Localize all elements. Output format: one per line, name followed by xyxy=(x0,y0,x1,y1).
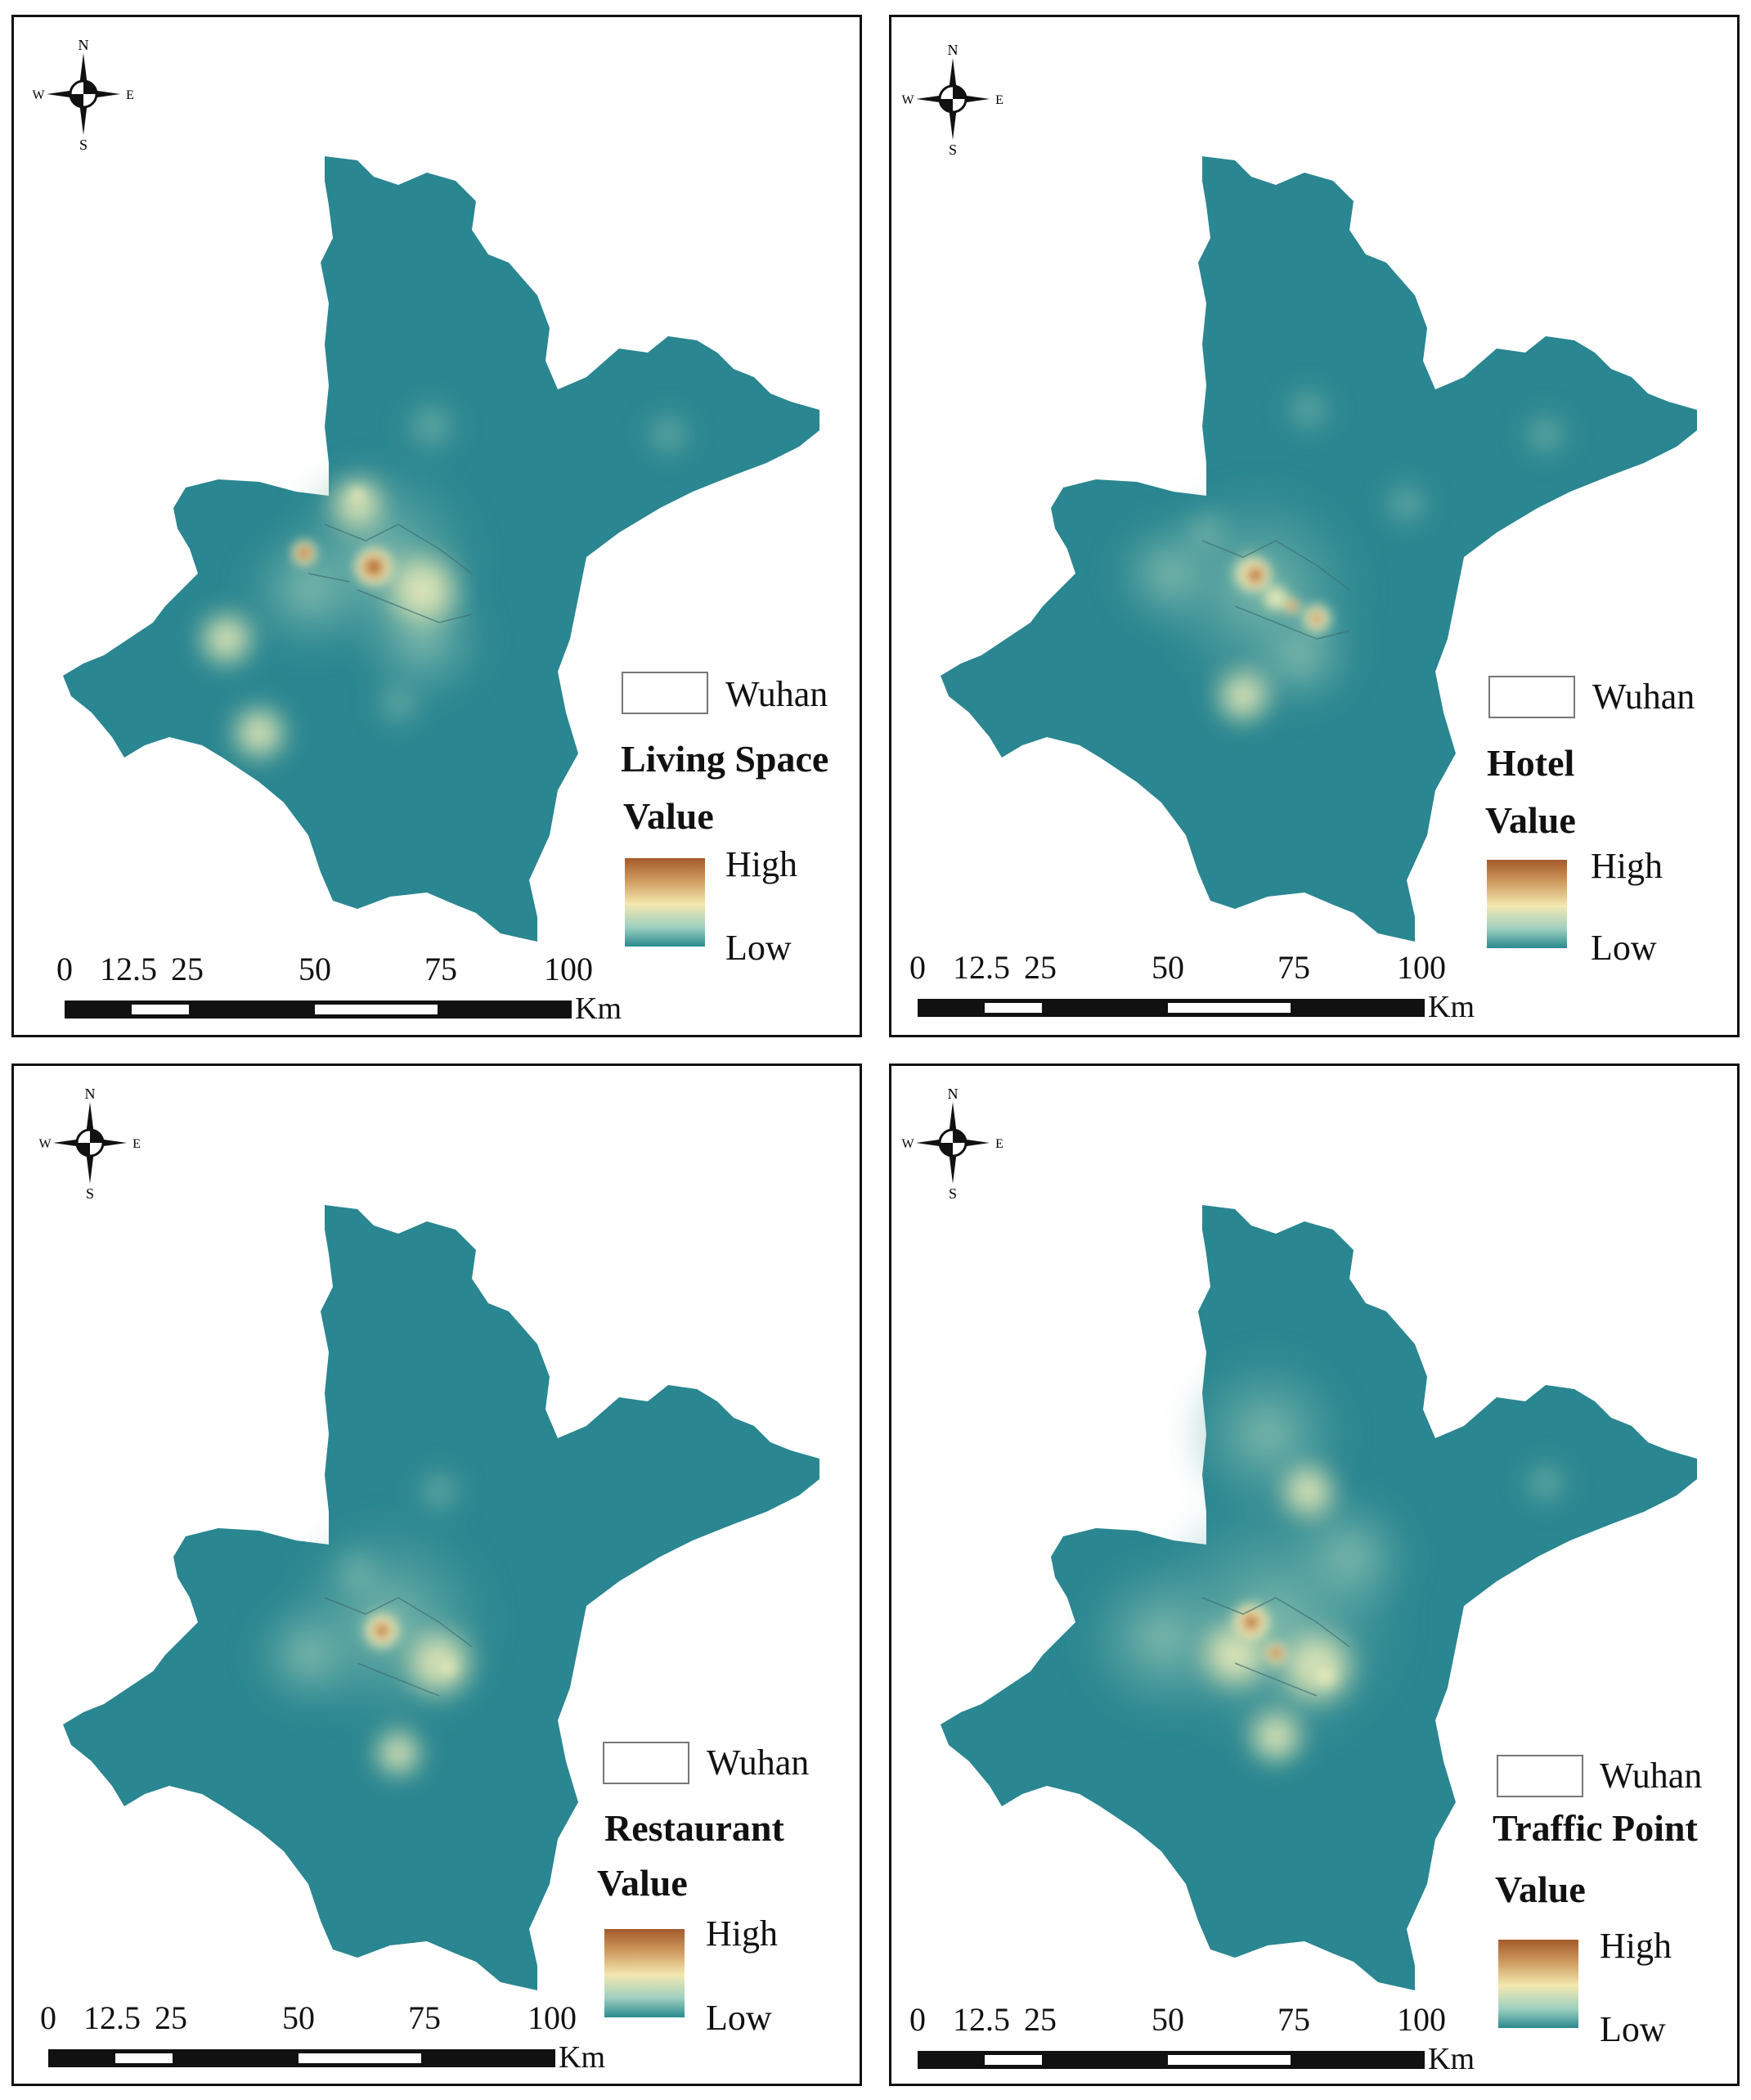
scale-tick: 50 xyxy=(1152,2001,1184,2038)
svg-text:W: W xyxy=(32,88,45,102)
scale-bar: 0 12.5 25 50 75 100 Km xyxy=(908,948,1475,1024)
scale-tick: 25 xyxy=(155,1999,187,2036)
legend-layer-title: Living Space xyxy=(621,738,829,780)
scale-unit: Km xyxy=(1428,2042,1475,2076)
legend-high-label: High xyxy=(1591,846,1663,886)
legend-layer-title: Restaurant xyxy=(604,1807,784,1849)
heatmap-living-space xyxy=(63,156,819,942)
svg-text:S: S xyxy=(949,1185,957,1200)
legend-layer-title: Hotel xyxy=(1487,742,1575,784)
scale-tick: 50 xyxy=(1152,949,1184,986)
legend-low-label: Low xyxy=(1591,928,1657,968)
scale-bar: 0 12.5 25 50 75 100 Km xyxy=(908,2000,1475,2076)
scale-tick: 75 xyxy=(1277,949,1310,986)
legend-wuhan-swatch xyxy=(603,1742,689,1784)
scale-tick: 75 xyxy=(408,1999,441,2036)
scale-tick: 12.5 xyxy=(100,951,157,987)
svg-text:S: S xyxy=(86,1185,94,1200)
scale-bar-graphic xyxy=(918,2051,1425,2069)
svg-text:S: S xyxy=(949,142,957,156)
legend-low-label: Low xyxy=(725,928,792,968)
scale-tick: 12.5 xyxy=(953,949,1010,986)
north-arrow-compass-icon: N S W E xyxy=(30,29,137,153)
scale-bar: 0 12.5 25 50 75 100 Km xyxy=(38,1999,605,2075)
scale-tick: 12.5 xyxy=(953,2001,1010,2038)
scale-tick: 25 xyxy=(1024,2001,1057,2038)
legend-value-heading: Value xyxy=(1495,1868,1586,1910)
svg-text:W: W xyxy=(901,1137,914,1151)
svg-text:N: N xyxy=(85,1086,96,1102)
scale-bar: 0 12.5 25 50 75 100 Km xyxy=(55,950,622,1026)
legend-wuhan-swatch xyxy=(1497,1755,1583,1797)
legend-color-ramp xyxy=(1487,860,1567,948)
legend-high-label: High xyxy=(1600,1926,1672,1966)
map-panel-restaurant: N S W E Wuhan Restaurant Value High Low … xyxy=(11,1063,862,2086)
legend-layer-title: Traffic Point xyxy=(1493,1807,1698,1849)
scale-bar-graphic xyxy=(48,2049,555,2067)
legend-value-heading: Value xyxy=(597,1862,688,1904)
scale-tick: 50 xyxy=(282,1999,315,2036)
scale-tick: 0 xyxy=(56,951,73,987)
scale-bar-graphic xyxy=(918,999,1425,1017)
legend-low-label: Low xyxy=(706,1998,772,2038)
scale-tick: 0 xyxy=(909,2001,926,2038)
heatmap-traffic-point xyxy=(941,1205,1697,1990)
legend-high-label: High xyxy=(706,1913,778,1954)
scale-tick: 100 xyxy=(544,951,593,987)
map-panel-living-space: N S W E Wuhan Living Space Value High Lo… xyxy=(11,15,862,1037)
scale-tick: 50 xyxy=(299,951,331,987)
svg-text:E: E xyxy=(132,1137,141,1151)
legend-wuhan-swatch xyxy=(1488,676,1575,718)
legend-wuhan-label: Wuhan xyxy=(1600,1756,1703,1796)
svg-text:E: E xyxy=(126,88,134,102)
scale-tick: 100 xyxy=(1397,949,1446,986)
svg-text:S: S xyxy=(79,137,88,151)
legend-value-heading: Value xyxy=(1485,799,1576,841)
legend-color-ramp xyxy=(604,1929,685,2017)
legend-color-ramp xyxy=(625,858,705,947)
heatmap-hotel xyxy=(941,156,1697,942)
scale-unit: Km xyxy=(1428,990,1475,1024)
scale-unit: Km xyxy=(559,2040,605,2075)
map-panel-hotel: N S W E Wuhan Hotel Value High Low 0 12.… xyxy=(889,15,1740,1037)
legend-color-ramp xyxy=(1498,1940,1578,2028)
legend-value-heading: Value xyxy=(623,795,714,837)
scale-tick: 12.5 xyxy=(83,1999,141,2036)
legend-wuhan-label: Wuhan xyxy=(1592,677,1695,717)
scale-bar-graphic xyxy=(65,1001,572,1019)
north-arrow-compass-icon: N S W E xyxy=(900,34,1006,158)
scale-tick: 0 xyxy=(40,1999,56,2036)
svg-text:E: E xyxy=(995,1137,1003,1151)
svg-text:N: N xyxy=(948,1086,959,1102)
svg-text:W: W xyxy=(38,1137,52,1151)
scale-unit: Km xyxy=(575,992,622,1026)
svg-text:N: N xyxy=(79,37,89,53)
north-arrow-compass-icon: N S W E xyxy=(37,1077,143,1202)
heatmap-restaurant xyxy=(63,1205,819,1990)
legend-wuhan-label: Wuhan xyxy=(725,674,828,714)
scale-tick: 25 xyxy=(171,951,204,987)
north-arrow-compass-icon: N S W E xyxy=(900,1077,1006,1202)
legend-low-label: Low xyxy=(1600,2009,1666,2049)
scale-tick: 75 xyxy=(424,951,457,987)
scale-tick: 100 xyxy=(528,1999,577,2036)
svg-text:W: W xyxy=(901,93,914,107)
scale-tick: 0 xyxy=(909,949,926,986)
legend-wuhan-label: Wuhan xyxy=(707,1743,810,1783)
scale-tick: 100 xyxy=(1397,2001,1446,2038)
svg-text:E: E xyxy=(995,93,1003,107)
scale-tick: 75 xyxy=(1277,2001,1310,2038)
map-panel-traffic-point: N S W E Wuhan Traffic Point Value High L… xyxy=(889,1063,1740,2086)
scale-tick: 25 xyxy=(1024,949,1057,986)
svg-text:N: N xyxy=(948,42,959,58)
legend-wuhan-swatch xyxy=(622,672,708,714)
legend-high-label: High xyxy=(725,844,797,884)
